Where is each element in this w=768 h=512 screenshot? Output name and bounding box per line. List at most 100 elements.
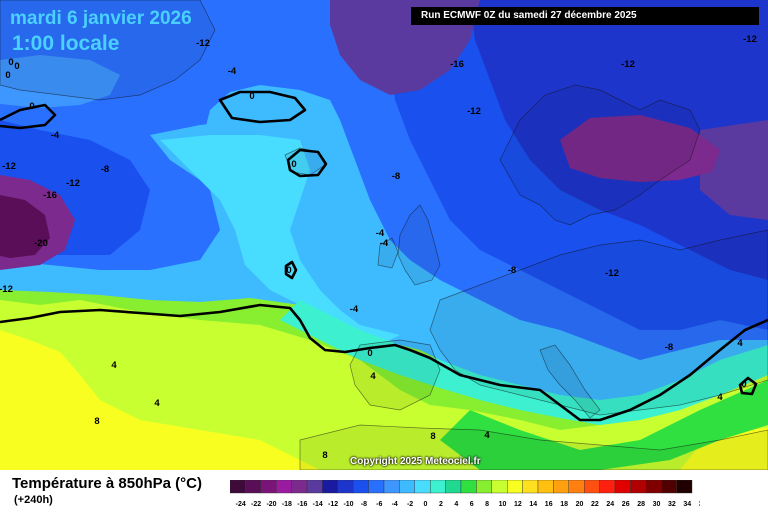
contour-label-8: 8 (322, 450, 327, 461)
legend-tick-label: 16 (545, 501, 553, 508)
contour-label-m4: -4 (376, 228, 385, 239)
legend-swatch (383, 480, 400, 494)
legend-swatch (522, 480, 539, 494)
contour-label-0: 0 (249, 91, 254, 102)
legend-tick-label: 2 (439, 501, 443, 508)
zero-isotherm-greenland (0, 103, 57, 130)
contour-label-4: 4 (370, 371, 376, 382)
forecast-date: mardi 6 janvier 2026 (10, 8, 192, 29)
legend-swatch (507, 480, 523, 494)
contour-label-m4: -4 (350, 304, 359, 315)
forecast-local-time: 1:00 locale (12, 32, 120, 55)
zero-isotherm-island-2 (286, 148, 328, 178)
ireland-outline (377, 237, 399, 269)
contour-label-0: 0 (367, 348, 372, 359)
variable-title: Température à 850hPa (°C) (12, 475, 202, 492)
north-africa-outline (299, 424, 768, 470)
legend-swatch (429, 480, 446, 494)
italy-outline (539, 344, 601, 419)
contour-label-m8: -8 (508, 265, 516, 276)
land-masses (0, 0, 768, 470)
iberia-outline (349, 339, 441, 411)
contour-label-m8: -8 (392, 171, 400, 182)
contour-label-m4: -4 (380, 238, 389, 249)
legend-tick-label: 28 (637, 501, 645, 508)
model-run-info: Run ECMWF 0Z du samedi 27 décembre 2025 (411, 7, 759, 25)
legend-swatch (230, 480, 246, 494)
contour-label-0: 0 (741, 379, 746, 390)
legend-tick-label: -24 (236, 501, 246, 508)
temperature-zone-minus24-west (0, 195, 50, 258)
legend-tick-label: -4 (392, 501, 398, 508)
contour-label-0: 0 (8, 57, 13, 68)
legend-swatch (630, 480, 646, 494)
temperature-zone-minus20-scandinavia (560, 115, 720, 182)
contour-label-m8: -8 (101, 164, 109, 175)
contour-label-m12: -12 (66, 178, 80, 189)
legend-swatch (399, 480, 415, 494)
legend-tick-label: -2 (407, 501, 413, 508)
legend-swatch (445, 480, 462, 494)
contour-label-m4: -4 (228, 66, 237, 77)
legend-tick-label: -10 (343, 501, 353, 508)
legend-tick-label: -20 (266, 501, 276, 508)
legend-swatch (245, 480, 261, 494)
legend-tick-label: 4 (454, 501, 458, 508)
contour-label-8: 8 (430, 431, 435, 442)
contour-label-m12: -12 (605, 268, 619, 279)
contour-label-4: 4 (717, 392, 723, 403)
contour-label-0: 0 (29, 101, 34, 112)
legend-tick-label: -12 (328, 501, 338, 508)
legend-swatch (568, 480, 585, 494)
greenland-outline (0, 0, 216, 101)
legend-tick-label: 20 (576, 501, 584, 508)
legend-tick-label: -8 (361, 501, 367, 508)
legend-tick-label: 34 (683, 501, 691, 508)
legend-swatch (368, 480, 385, 494)
temperature-color-scale: -24 -22 -20 -18 -16 -14 -12 -10 -8 -6 -4 -2 0 2 4 6 8 10 1… (230, 480, 700, 508)
legend-tick-label: 6 (470, 501, 474, 508)
legend-swatch (306, 480, 323, 494)
contour-label-m12: -12 (196, 38, 210, 49)
legend-swatch (460, 480, 477, 494)
contour-label-0: 0 (5, 70, 10, 81)
legend-swatch (291, 480, 308, 494)
contour-label-m4: -4 (51, 130, 60, 141)
contour-label-0: 0 (291, 159, 296, 170)
zero-isotherm-island-3 (284, 260, 298, 280)
legend-tick-label: -6 (376, 501, 382, 508)
legend-tick-label: -18 (282, 501, 292, 508)
contour-label-4: 4 (484, 430, 490, 441)
legend-tick-label: 24 (606, 501, 614, 508)
legend-swatch (352, 480, 369, 494)
zero-isotherm-main (0, 303, 768, 422)
temperature-zone-plus10-east (680, 428, 768, 470)
legend-swatch (322, 480, 339, 494)
legend-swatch (553, 480, 569, 494)
temperature-zone-plus8 (0, 300, 768, 470)
legend-swatch (491, 480, 508, 494)
legend-tick-label: 0 (424, 501, 428, 508)
legend-swatch (476, 480, 492, 494)
legend-tick-label: 30 (653, 501, 661, 508)
legend-tick-label: 14 (529, 501, 537, 508)
legend-swatch (645, 480, 662, 494)
contour-label-m12: -12 (0, 284, 13, 295)
contour-labels: -12 -16 -12 -4 0 0 0 -12 -8 -12 -16 -12 … (0, 34, 757, 461)
zero-isotherm (0, 90, 768, 422)
contour-label-m16: -16 (450, 59, 464, 70)
legend-tick-label: -16 (297, 501, 307, 508)
legend-tick-label: 36 (699, 501, 700, 508)
legend-tick-label: 18 (560, 501, 568, 508)
legend-tick-label: 32 (668, 501, 676, 508)
contour-label-4: 4 (154, 398, 160, 409)
contour-label-4: 4 (111, 360, 117, 371)
scandinavia-outline (499, 84, 701, 226)
contour-label-m8: -8 (665, 342, 673, 353)
zero-isotherm-east (738, 376, 758, 396)
legend-swatch (337, 480, 354, 494)
contour-label-m16: -16 (43, 190, 57, 201)
contour-label-m12: -12 (2, 161, 16, 172)
contour-label-m12: -12 (621, 59, 635, 70)
